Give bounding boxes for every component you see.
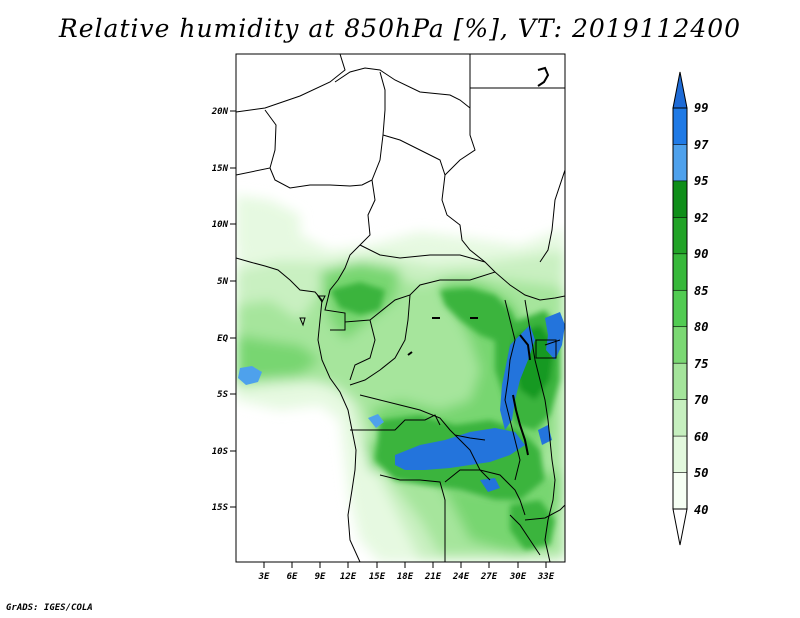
lon-label-12e: 12E [340, 572, 357, 582]
colorbar-segment [673, 144, 687, 182]
colorbar-segment [673, 436, 687, 474]
colorbar-segment [673, 180, 687, 218]
colorbar-label-97: 97 [694, 138, 709, 152]
colorbar-label-60: 60 [694, 430, 708, 444]
lon-label-30e: 30E [509, 572, 527, 582]
lat-label-eq: EQ [217, 334, 228, 344]
grads-credit: GrADS: IGES/COLA [6, 603, 93, 613]
colorbar-label-75: 75 [694, 357, 708, 371]
colorbar-label-70: 70 [694, 393, 708, 407]
rh-80-90-west-blob [330, 282, 385, 315]
map-frame [235, 53, 566, 563]
colorbar-label-85: 85 [694, 284, 708, 298]
colorbar-label-99: 99 [694, 101, 708, 115]
colorbar-label-80: 80 [694, 320, 708, 334]
colorbar-frame [672, 107, 688, 510]
colorbar-label-95: 95 [694, 174, 708, 188]
colorbar-segment [673, 363, 687, 401]
rh-95-99-west-patch [238, 366, 262, 385]
lon-label-18e: 18E [397, 572, 414, 582]
map-title: Relative humidity at 850hPa [%], VT: 201… [58, 14, 742, 43]
rh-95-99-east-strip [500, 325, 535, 430]
colorbar-segment [673, 253, 687, 291]
lon-label-6e: 6E [287, 572, 298, 582]
colorbar-segment [673, 326, 687, 364]
lat-label-15n: 15N [212, 164, 229, 174]
colorbar-segment [673, 217, 687, 255]
colorbar: 99 97 95 92 90 85 80 75 70 60 50 40 [672, 71, 709, 546]
longitude-axis: 3E 6E 9E 12E 15E 18E 21E 24E 27E 30E 33E [258, 562, 555, 582]
colorbar-top-arrow [672, 71, 688, 109]
rh-95-99-northeast-patch [545, 312, 565, 360]
lat-label-20n: 20N [211, 107, 229, 117]
lon-label-33e: 33E [537, 572, 555, 582]
colorbar-segment [673, 399, 687, 437]
colorbar-bottom-arrow [672, 508, 688, 546]
lon-label-24e: 24E [452, 572, 470, 582]
colorbar-label-50: 50 [694, 466, 708, 480]
lon-label-21e: 21E [424, 572, 442, 582]
lon-label-3e: 3E [258, 572, 270, 582]
lon-label-15e: 15E [369, 572, 386, 582]
rh-40-50-west-north [236, 195, 300, 250]
rh-95-99-small-1 [368, 414, 384, 428]
rh-80-90-southeast [510, 500, 555, 550]
colorbar-segments [673, 108, 687, 510]
lat-label-5s: 5S [217, 390, 228, 400]
lat-label-10s: 10S [212, 447, 229, 457]
colorbar-label-90: 90 [694, 247, 708, 261]
map-plot-area [236, 54, 565, 562]
colorbar-label-92: 92 [694, 211, 708, 225]
lon-label-27e: 27E [480, 572, 498, 582]
rh-95-99-band-south [395, 428, 525, 470]
lat-label-10n: 10N [212, 220, 229, 230]
rh-95-99-small-2 [480, 478, 500, 492]
lakes [407, 66, 550, 456]
colorbar-segment [673, 290, 687, 328]
humidity-shading [236, 195, 565, 562]
lat-label-15s: 15S [212, 503, 229, 513]
latitude-axis: 20N 15N 10N 5N EQ 5S 10S 15S [211, 107, 236, 513]
country-borders [236, 54, 565, 562]
colorbar-segment [673, 108, 687, 145]
colorbar-segment [673, 472, 687, 510]
colorbar-label-40: 40 [694, 503, 708, 517]
lon-label-9e: 9E [315, 572, 326, 582]
lat-label-5n: 5N [217, 277, 228, 287]
